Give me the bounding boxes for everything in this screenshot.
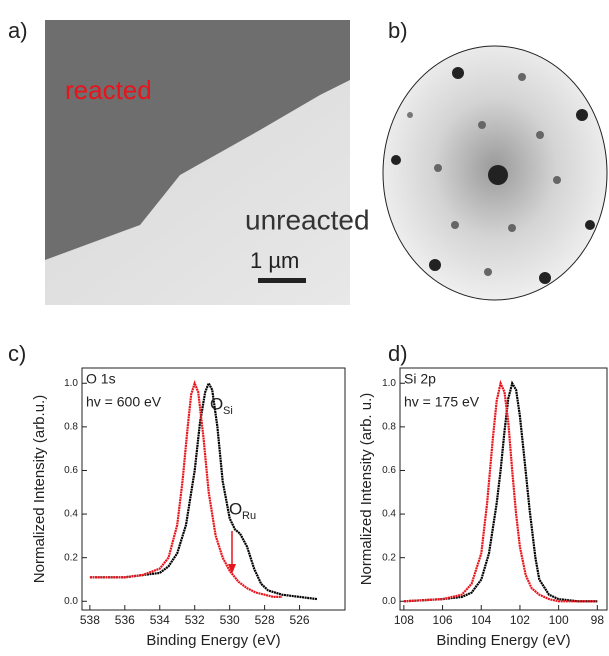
y-tick-label: 0.4 [64, 509, 78, 520]
x-tick-label: 536 [115, 613, 135, 627]
leed-spots [391, 67, 595, 284]
x-axis-label: Binding Energy (eV) [146, 632, 280, 649]
y-tick-label: 0.4 [382, 509, 396, 520]
annotation: Si 2p [404, 371, 436, 387]
y-tick-label: 0.0 [382, 596, 396, 607]
spectrum-line [403, 379, 598, 603]
unreacted-label: unreacted [245, 204, 370, 235]
y-axis-label: Normalized Intensity (arb. u.) [358, 393, 375, 586]
panel-label: d) [388, 341, 408, 366]
peak-label: O [229, 499, 242, 518]
annotation: hv = 175 eV [404, 394, 480, 410]
y-tick-label: 0.8 [382, 422, 396, 433]
x-tick-label: 102 [510, 613, 530, 627]
scale-bar [258, 278, 306, 283]
x-tick-label: 108 [394, 613, 414, 627]
x-tick-label: 528 [255, 613, 275, 627]
panel-label: c) [8, 341, 26, 366]
y-tick-label: 1.0 [382, 378, 396, 389]
microscopy-image: reacted unreacted 1 µm [45, 20, 370, 305]
spectrum-line [403, 380, 598, 603]
y-tick-label: 0.6 [64, 465, 78, 476]
peak-label-sub: Si [223, 405, 233, 417]
x-tick-label: 106 [433, 613, 453, 627]
x-tick-label: 104 [471, 613, 491, 627]
panel-label: b) [388, 18, 408, 43]
spectrum-line [89, 380, 318, 601]
arrow-head [228, 564, 236, 574]
x-tick-label: 532 [185, 613, 205, 627]
spectrum-line [89, 380, 283, 598]
peak-label: O [210, 394, 223, 413]
annotation: O 1s [86, 371, 116, 387]
y-tick-label: 0.6 [382, 465, 396, 476]
leed-pattern [382, 45, 608, 301]
y-tick-label: 0.8 [64, 422, 78, 433]
reacted-label: reacted [65, 75, 152, 105]
x-tick-label: 538 [80, 613, 100, 627]
y-tick-label: 0.0 [64, 596, 78, 607]
y-tick-label: 0.2 [382, 552, 396, 563]
x-tick-label: 530 [220, 613, 240, 627]
y-tick-label: 0.2 [64, 552, 78, 563]
y-axis-label: Normalized Intensity (arb.u.) [31, 395, 48, 583]
plot-frame [81, 367, 346, 611]
plot-frame [399, 367, 608, 611]
unreacted-region [45, 80, 350, 305]
x-axis-label: Binding Energy (eV) [436, 632, 570, 649]
x-tick-label: 98 [591, 613, 605, 627]
x-tick-label: 100 [549, 613, 569, 627]
scale-bar-label: 1 µm [250, 248, 299, 273]
y-tick-label: 1.0 [64, 378, 78, 389]
peak-label-sub: Ru [242, 510, 256, 522]
x-tick-label: 526 [290, 613, 310, 627]
x-tick-label: 534 [150, 613, 170, 627]
annotation: hv = 600 eV [86, 394, 162, 410]
panel-label: a) [8, 18, 28, 43]
